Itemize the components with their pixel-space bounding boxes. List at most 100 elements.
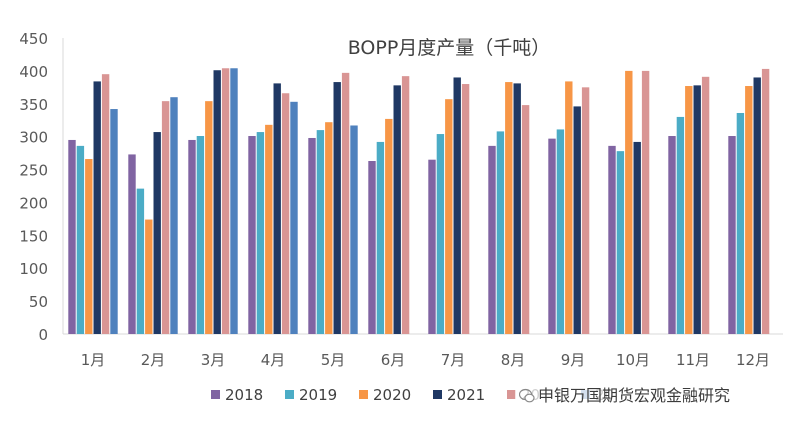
legend-swatch-2021 <box>433 390 442 399</box>
bar-2018-7月 <box>428 159 436 334</box>
bar-2018-5月 <box>308 137 316 334</box>
bar-2018-9月 <box>548 138 556 334</box>
bar-2021-5月 <box>333 82 341 334</box>
x-tick-label: 3月 <box>201 351 226 369</box>
bar-2019-6月 <box>376 141 385 334</box>
y-axis: 0 50 100 150 200 250 300 350 400 450 <box>19 30 64 344</box>
x-tick-label: 2月 <box>141 351 166 369</box>
bar-2021-9月 <box>573 106 581 334</box>
bar-2019-9月 <box>556 129 565 334</box>
bar-2022-10月 <box>641 70 650 334</box>
x-tick-label: 9月 <box>561 351 586 369</box>
wechat-icon <box>519 388 535 403</box>
bar-2022-6月 <box>401 76 410 335</box>
bar-2019-5月 <box>316 130 325 334</box>
bar-2022-2月 <box>161 101 170 335</box>
bar-2018-10月 <box>608 145 616 334</box>
bars <box>68 68 770 335</box>
bar-2018-2月 <box>128 154 136 334</box>
bar-2018-11月 <box>668 136 676 334</box>
bar-2019-2月 <box>136 188 145 334</box>
legend-label: 2018 <box>225 386 263 404</box>
watermark: 申银万国期货宏观金融研究 <box>515 381 735 407</box>
bar-2021-7月 <box>453 77 461 334</box>
bar-2021-6月 <box>393 85 401 334</box>
bar-2022-7月 <box>461 84 470 334</box>
y-tick-label: 100 <box>19 260 48 278</box>
bar-2020-2月 <box>145 219 153 334</box>
bar-2018-8月 <box>488 145 496 334</box>
legend-label: 2019 <box>299 386 337 404</box>
y-tick-label: 150 <box>19 227 48 245</box>
bar-2019-1月 <box>76 145 85 334</box>
x-tick-label: 7月 <box>441 351 466 369</box>
x-tick-label: 8月 <box>501 351 526 369</box>
bar-2023-4月 <box>290 101 298 334</box>
y-tick-label: 350 <box>19 96 48 114</box>
bar-2021-2月 <box>153 132 161 334</box>
bar-2023-2月 <box>170 97 178 334</box>
bar-2020-11月 <box>685 86 693 335</box>
y-tick-label: 450 <box>19 30 48 48</box>
bar-2018-6月 <box>368 161 376 334</box>
bar-2021-12月 <box>753 77 761 334</box>
chart-title: BOPP月度产量（千吨） <box>348 37 551 59</box>
legend-swatch-2019 <box>285 390 294 399</box>
bar-2022-1月 <box>101 74 110 335</box>
x-axis: 1月 2月 3月 4月 5月 6月 7月 8月 9月 10月 11月 12月 <box>63 333 783 369</box>
bar-2019-4月 <box>256 132 265 334</box>
bar-2020-10月 <box>625 70 633 334</box>
bar-2022-8月 <box>521 105 530 334</box>
bar-2023-5月 <box>350 125 358 334</box>
y-tick-label: 400 <box>19 63 48 81</box>
bar-2020-6月 <box>385 118 393 334</box>
bar-2022-5月 <box>341 72 350 335</box>
bar-2018-12月 <box>728 136 736 334</box>
bar-2023-3月 <box>230 68 238 334</box>
bar-2021-1月 <box>93 81 101 334</box>
bar-2022-3月 <box>221 68 230 334</box>
bar-2018-1月 <box>68 139 76 334</box>
bar-2019-7月 <box>436 134 445 334</box>
legend-swatch-2018 <box>211 390 220 399</box>
bar-2020-12月 <box>745 86 753 335</box>
bar-2021-11月 <box>693 85 701 334</box>
bar-2018-3月 <box>188 139 196 334</box>
x-tick-label: 5月 <box>321 351 346 369</box>
x-tick-label: 6月 <box>381 351 406 369</box>
x-tick-label: 4月 <box>261 351 286 369</box>
bar-2021-8月 <box>513 83 521 334</box>
bar-2019-12月 <box>736 112 745 335</box>
bar-2022-11月 <box>701 76 710 334</box>
bar-2018-4月 <box>248 136 256 334</box>
bar-2019-11月 <box>676 116 685 335</box>
bar-2020-3月 <box>205 101 213 335</box>
bar-2019-8月 <box>496 131 505 334</box>
bar-2022-12月 <box>761 68 770 335</box>
bar-2020-1月 <box>85 159 93 334</box>
legend-swatch-2020 <box>359 390 368 399</box>
bar-2023-1月 <box>110 109 118 334</box>
bar-2020-5月 <box>325 122 333 334</box>
bar-2020-4月 <box>265 124 273 334</box>
y-tick-label: 300 <box>19 129 48 147</box>
bar-2021-4月 <box>273 83 281 334</box>
x-tick-label: 12月 <box>736 351 770 369</box>
legend-label: 2020 <box>373 386 411 404</box>
x-tick-label: 11月 <box>676 351 710 369</box>
legend-swatch-2022 <box>507 390 516 399</box>
x-tick-label: 10月 <box>616 351 650 369</box>
bar-2020-8月 <box>505 82 513 334</box>
bar-2022-9月 <box>581 87 590 334</box>
bar-2022-4月 <box>281 93 290 334</box>
bar-2020-9月 <box>565 81 573 334</box>
x-tick-label: 1月 <box>81 351 106 369</box>
y-tick-label: 0 <box>38 326 48 344</box>
y-tick-label: 50 <box>29 293 48 311</box>
bar-2020-7月 <box>445 99 453 334</box>
bar-2021-10月 <box>633 141 641 334</box>
legend-label: 2021 <box>447 386 485 404</box>
bar-2019-10月 <box>616 151 625 334</box>
y-tick-label: 200 <box>19 194 48 212</box>
